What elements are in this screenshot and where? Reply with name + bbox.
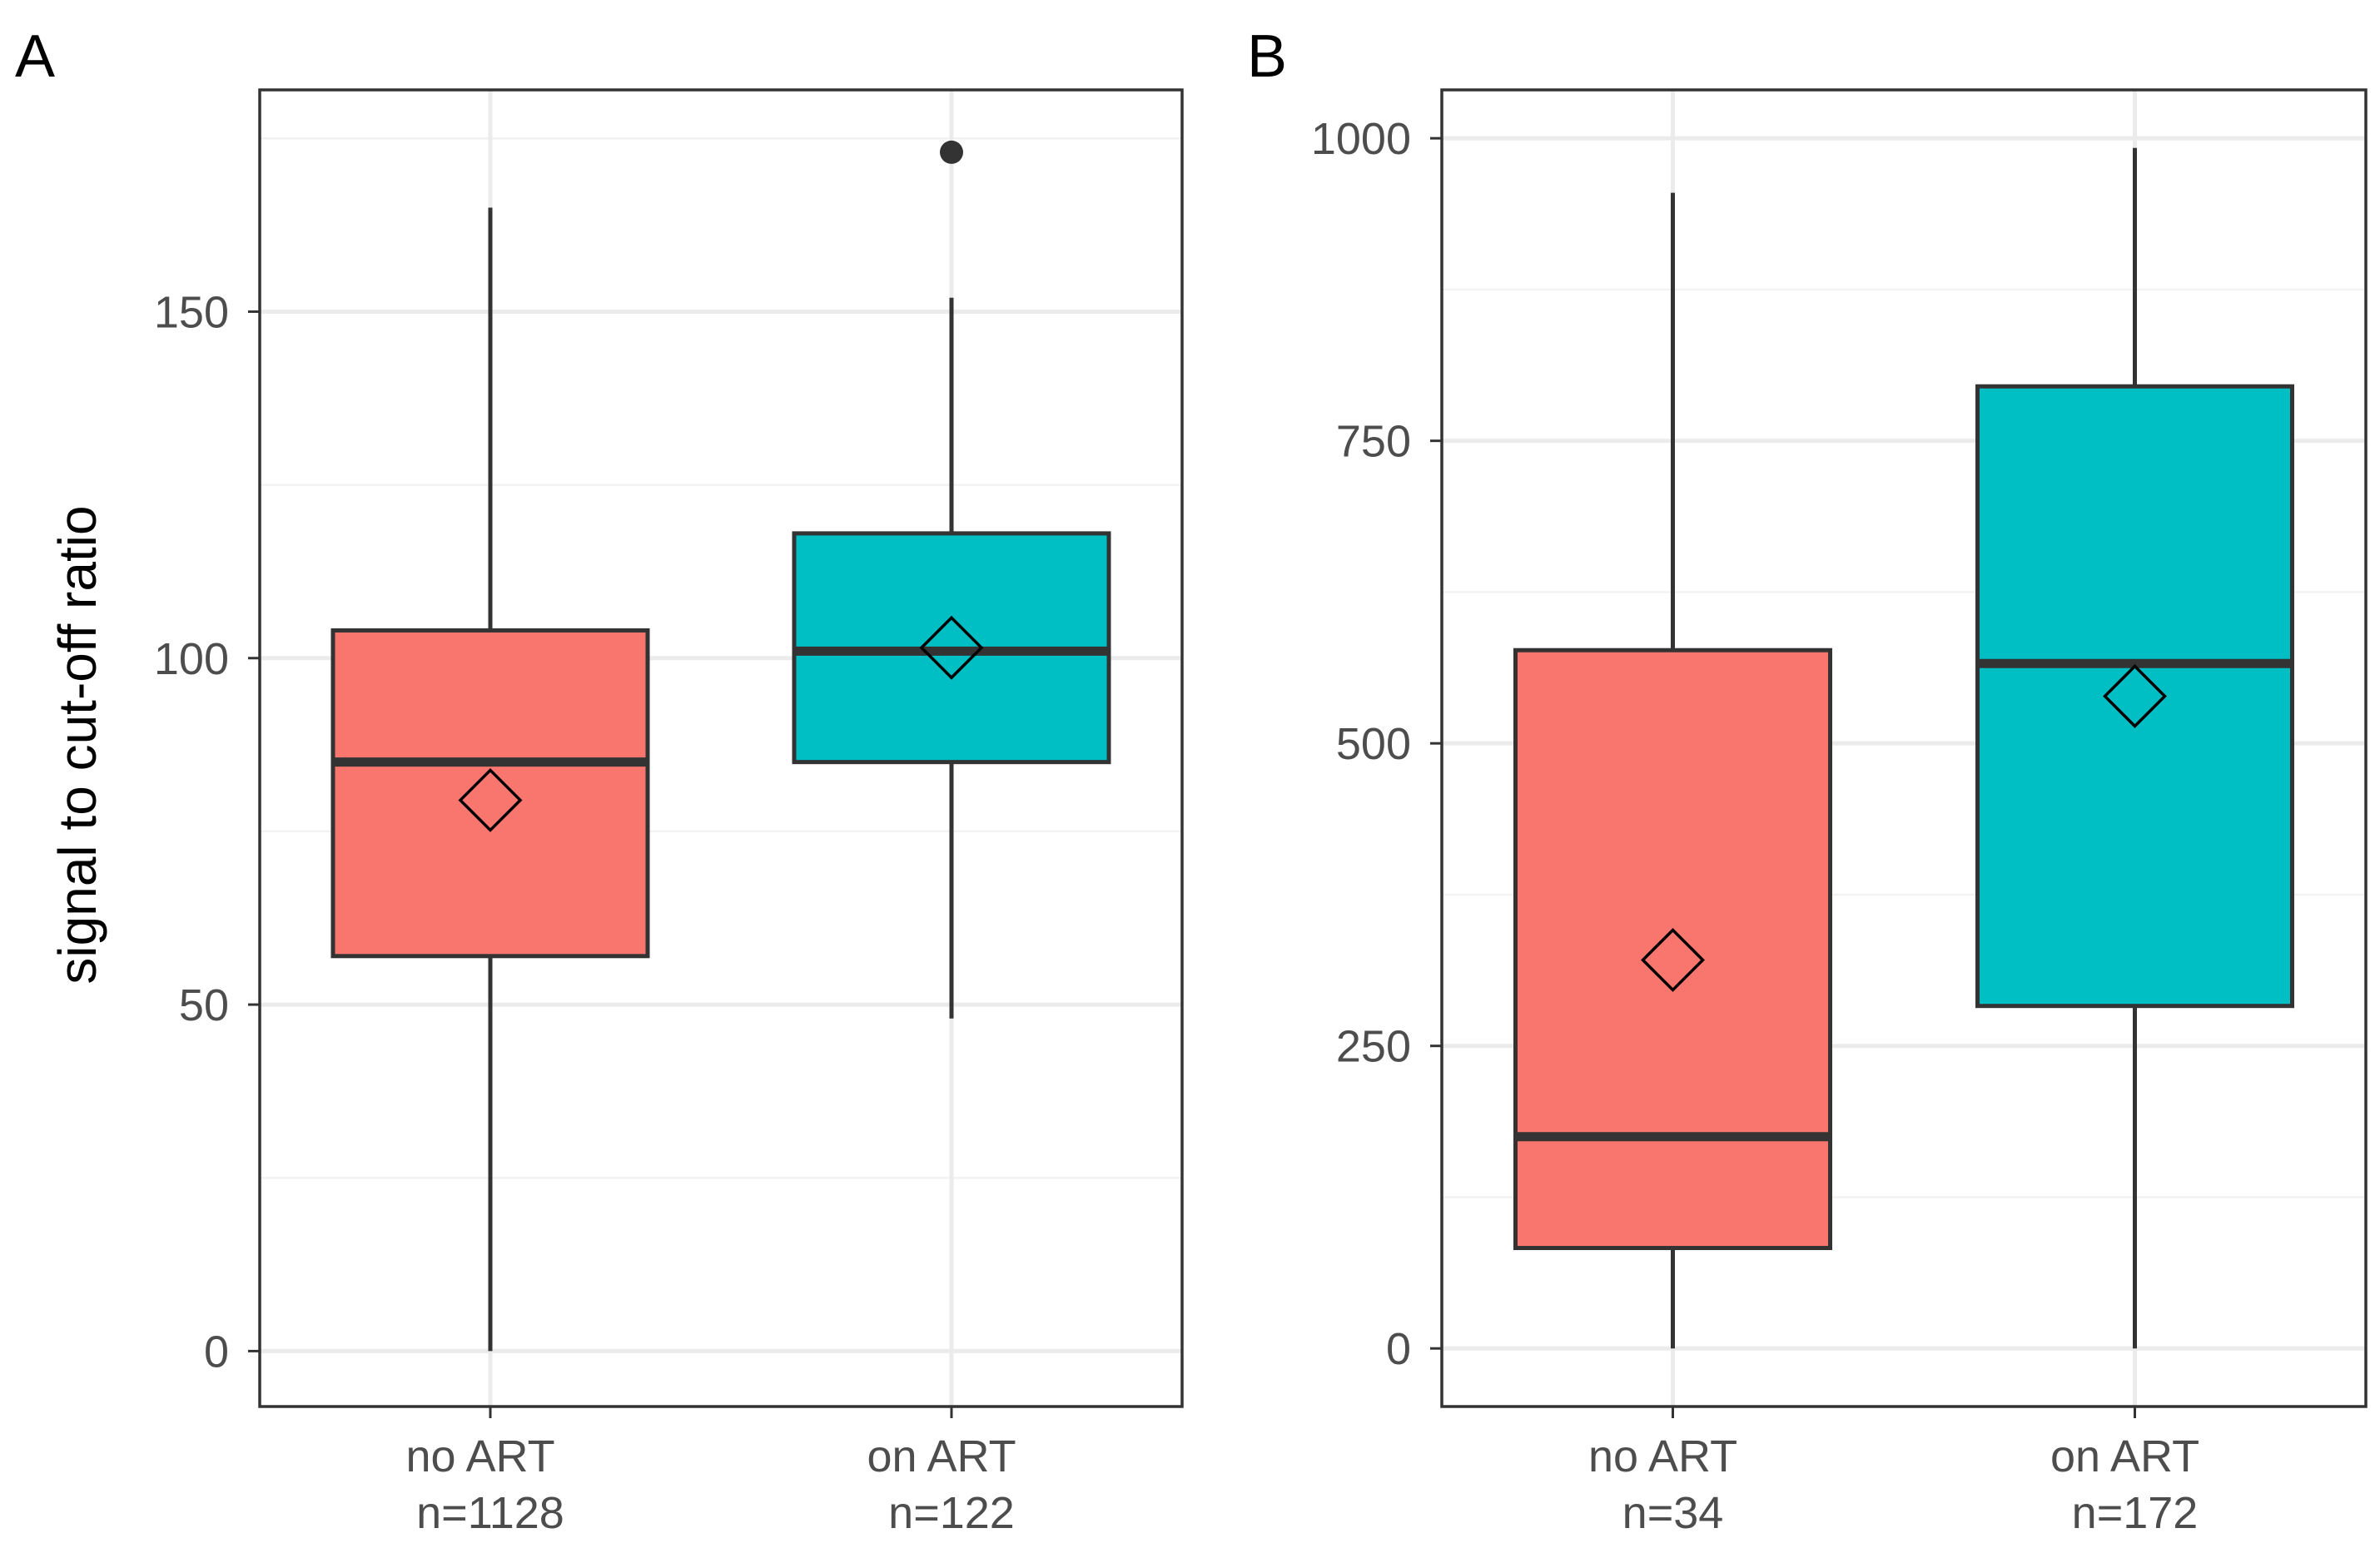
- sample-size-label: n=34: [1622, 1488, 1724, 1538]
- box-iqr: [330, 628, 650, 959]
- x-tick-label: on ART: [867, 1431, 1016, 1481]
- y-tick-label: 750: [1336, 417, 1411, 467]
- sample-size-label: n=122: [888, 1488, 1015, 1538]
- mean-marker: [1641, 927, 1705, 992]
- y-tick-label: 500: [1336, 719, 1411, 769]
- y-tick-label: 0: [1386, 1324, 1411, 1374]
- panel-b: B 0 250 500 750 1000 no ART n=34 on ART n=172: [1247, 23, 2368, 1538]
- panel-border: [1440, 88, 2368, 1408]
- mean-marker: [2103, 664, 2167, 728]
- panel-label: B: [1247, 23, 1287, 90]
- y-tick-label: 1000: [1311, 114, 1411, 164]
- mean-marker: [458, 767, 523, 832]
- mean-marker: [919, 615, 984, 680]
- panel-border: [258, 88, 1184, 1408]
- y-tick-label: 100: [154, 634, 229, 684]
- sample-size-label: n=172: [2072, 1488, 2199, 1538]
- x-tick-label: no ART: [1588, 1431, 1737, 1481]
- y-axis-title: signal to cut-off ratio: [47, 505, 107, 984]
- box-iqr: [1975, 384, 2294, 1009]
- sample-size-label: n=1128: [416, 1488, 564, 1538]
- y-tick-label: 50: [179, 980, 229, 1030]
- y-tick-label: 250: [1336, 1022, 1411, 1072]
- x-tick-label: no ART: [405, 1431, 554, 1481]
- panel-a: A 0 50 100 150 no ART n=1128 on ART n=122: [15, 23, 1184, 1538]
- x-tick-label: on ART: [2050, 1431, 2199, 1481]
- y-tick-label: 0: [204, 1327, 229, 1377]
- box-iqr: [1513, 647, 1832, 1251]
- panel-label: A: [15, 23, 55, 90]
- outlier-point: [940, 140, 963, 164]
- y-tick-label: 150: [154, 287, 229, 337]
